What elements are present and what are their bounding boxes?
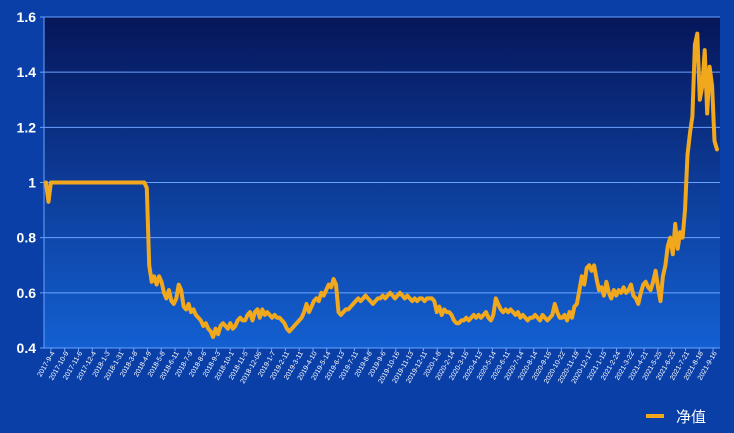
series-layer — [44, 31, 719, 339]
y-tick-label: 0.8 — [17, 230, 37, 246]
y-tick-label: 1.6 — [17, 9, 37, 25]
legend: 净值 — [646, 408, 706, 426]
y-tick-label: 1.4 — [17, 64, 37, 80]
series-line — [44, 31, 719, 339]
gridlines — [44, 16, 720, 349]
y-axis-ticks: 0.4 0.6 0.8 1 1.2 1.4 1.6 — [17, 9, 44, 356]
y-tick-label: 0.6 — [17, 285, 37, 301]
y-tick-label: 1.2 — [17, 119, 37, 135]
legend-label: 净值 — [676, 408, 706, 426]
y-tick-label: 1 — [28, 175, 36, 191]
y-tick-label: 0.4 — [17, 340, 37, 356]
